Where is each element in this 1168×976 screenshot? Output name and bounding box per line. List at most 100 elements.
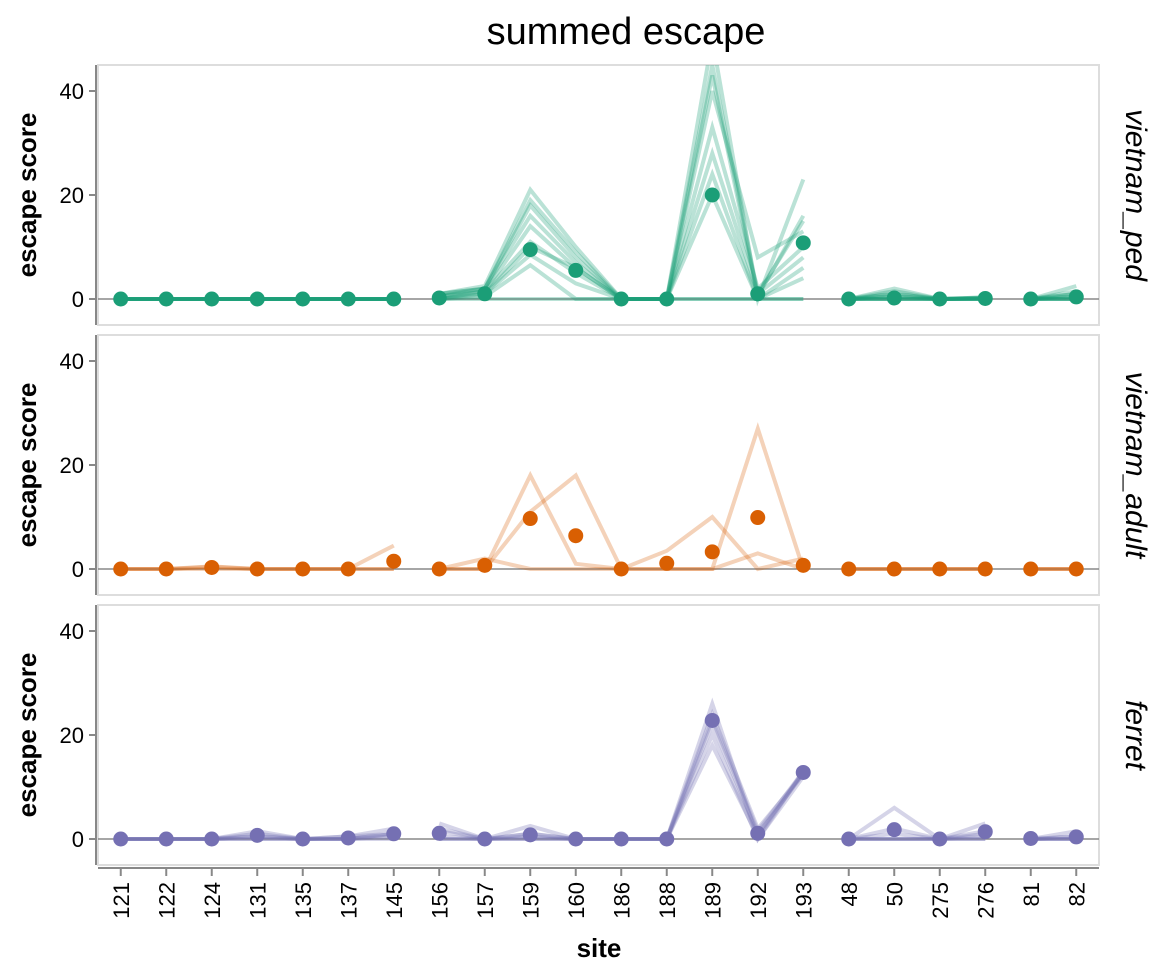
mean-point	[568, 831, 584, 847]
replicate-line	[439, 730, 805, 843]
mean-point	[795, 764, 811, 780]
mean-point	[522, 242, 538, 258]
mean-point	[386, 553, 402, 569]
mean-point	[568, 528, 584, 544]
mean-point	[295, 561, 311, 577]
mean-point	[431, 825, 447, 841]
replicate-line	[1030, 291, 1077, 301]
facet-label: ferret	[1119, 700, 1152, 772]
replicate-line	[848, 291, 986, 302]
y-axis-label: escape score	[12, 383, 42, 548]
x-tick-label: 275	[928, 882, 953, 919]
mean-point	[1068, 829, 1084, 845]
mean-point	[659, 555, 675, 571]
mean-point	[249, 827, 265, 843]
replicate-line	[848, 829, 986, 842]
replicate-line	[1030, 294, 1077, 301]
x-tick-label: 50	[882, 882, 907, 906]
mean-point	[295, 291, 311, 307]
mean-point	[204, 291, 220, 307]
mean-point	[249, 291, 265, 307]
mean-point	[977, 290, 993, 306]
panel-frame	[97, 334, 1100, 596]
facet-panel-vietnam_adult: 0 20 40 escape score vietnam_adult	[12, 334, 1152, 596]
mean-point	[704, 712, 720, 728]
facet-label: vietnam_ped	[1119, 109, 1152, 282]
x-tick-label: 156	[427, 882, 452, 919]
x-tick-label: 121	[109, 882, 134, 919]
replicate-line	[847, 805, 986, 842]
replicate-line	[1030, 829, 1077, 841]
mean-point	[522, 827, 538, 843]
mean-point	[932, 561, 948, 577]
y-tick-label: 40	[60, 79, 84, 104]
mean-point	[477, 831, 493, 847]
mean-point	[704, 544, 720, 560]
x-tick-label: 186	[609, 882, 634, 919]
mean-point	[886, 561, 902, 577]
mean-point	[340, 291, 356, 307]
mean-point	[750, 286, 766, 302]
replicate-line	[1030, 291, 1077, 301]
mean-point	[659, 831, 675, 847]
replicate-line	[439, 472, 804, 571]
replicate-line	[848, 834, 986, 841]
replicate-line	[439, 740, 805, 841]
mean-point	[522, 511, 538, 527]
mean-point	[886, 290, 902, 306]
x-tick-label: 135	[291, 882, 316, 919]
y-tick-label: 0	[72, 287, 84, 312]
mean-point	[477, 557, 493, 573]
facet-panel-vietnam_ped: 0 20 40 escape score vietnam_ped	[12, 64, 1152, 326]
mean-point	[340, 830, 356, 846]
mean-point	[386, 826, 402, 842]
replicate-line	[848, 289, 986, 302]
mean-point	[1068, 561, 1084, 577]
x-tick-label: 188	[655, 882, 680, 919]
x-tick-label: 48	[837, 882, 862, 906]
mean-point	[477, 286, 493, 302]
mean-point	[613, 561, 629, 577]
replicate-line	[1030, 294, 1077, 301]
replicate-line	[848, 291, 986, 302]
mean-point	[841, 291, 857, 307]
x-tick-label: 82	[1064, 882, 1089, 906]
mean-point	[977, 561, 993, 577]
mean-point	[704, 187, 720, 203]
mean-point	[340, 561, 356, 577]
mean-point	[841, 561, 857, 577]
x-tick-label: 192	[746, 882, 771, 919]
x-tick-label: 81	[1019, 882, 1044, 906]
mean-point	[1068, 289, 1084, 305]
x-tick-label: 160	[564, 882, 589, 919]
mean-point	[158, 561, 174, 577]
mean-point	[204, 831, 220, 847]
mean-point	[1023, 561, 1039, 577]
x-tick-label: 157	[473, 882, 498, 919]
y-tick-label: 20	[60, 183, 84, 208]
mean-point	[977, 824, 993, 840]
replicate-line	[1030, 834, 1077, 841]
y-tick-label: 40	[60, 619, 84, 644]
x-tick-label: 122	[154, 882, 179, 919]
mean-point	[841, 831, 857, 847]
y-tick-label: 40	[60, 349, 84, 374]
x-tick-label: 159	[518, 882, 543, 919]
mean-point	[431, 561, 447, 577]
y-axis-label: escape score	[12, 653, 42, 818]
replicate-line	[848, 286, 986, 302]
y-tick-label: 20	[60, 453, 84, 478]
y-tick-label: 0	[72, 557, 84, 582]
mean-point	[113, 831, 129, 847]
x-tick-label: 124	[200, 882, 225, 919]
x-axis-label: site	[577, 933, 622, 963]
replicate-line	[1030, 289, 1077, 301]
x-tick-label: 145	[382, 882, 407, 919]
replicate-line	[848, 294, 986, 301]
mean-point	[431, 290, 447, 306]
mean-point	[750, 825, 766, 841]
mean-point	[113, 561, 129, 577]
mean-point	[386, 291, 402, 307]
mean-point	[568, 262, 584, 278]
